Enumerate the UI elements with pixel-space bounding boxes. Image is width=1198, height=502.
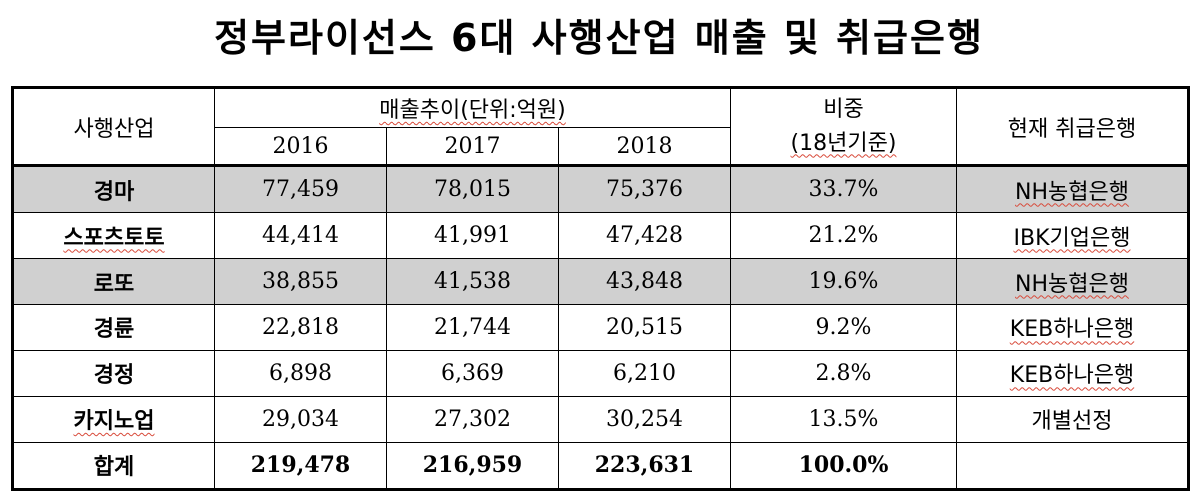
row-industry: 경마 (12, 164, 215, 214)
row-value-2018: 20,515 (558, 304, 731, 351)
row-value-2016: 38,855 (214, 258, 387, 306)
row-bank: KEB하나은행 (956, 304, 1189, 351)
total-2016: 219,478 (214, 441, 387, 491)
row-industry: 스포츠토토 (12, 212, 215, 260)
header-sales-trend: 매출추이(단위:억원) (214, 87, 731, 128)
table-row: 로또 38,855 41,538 43,848 19.6% NH농협은행 (12, 258, 1189, 306)
row-bank: IBK기업은행 (956, 212, 1189, 260)
row-industry-label: 카지노업 (73, 409, 155, 435)
row-value-2016: 6,898 (214, 349, 387, 397)
row-bank: NH농협은행 (956, 164, 1189, 214)
row-bank-label: NH농협은행 (1015, 271, 1129, 297)
table-row: 카지노업 29,034 27,302 30,254 13.5% 개별선정 (12, 395, 1189, 443)
total-label: 합계 (12, 441, 215, 491)
table-row: 스포츠토토 44,414 41,991 47,428 21.2% IBK기업은행 (12, 212, 1189, 260)
row-share: 13.5% (730, 395, 957, 443)
row-industry: 카지노업 (12, 395, 215, 443)
row-value-2017: 41,991 (386, 212, 559, 260)
header-year-2018: 2018 (558, 127, 731, 167)
table-row: 경마 77,459 78,015 75,376 33.7% NH농협은행 (12, 164, 1189, 214)
row-share: 33.7% (730, 164, 957, 214)
row-industry: 로또 (12, 258, 215, 306)
row-bank-label: NH농협은행 (1015, 179, 1129, 205)
row-value-2017: 78,015 (386, 164, 559, 214)
row-value-2017: 6,369 (386, 349, 559, 397)
sales-table: 사행산업 매출추이(단위:억원) 비중 (18년기준) 현재 취급은행 2016… (11, 86, 1190, 491)
row-value-2016: 22,818 (214, 304, 387, 351)
row-value-2017: 27,302 (386, 395, 559, 443)
total-row: 합계 219,478 216,959 223,631 100.0% (12, 441, 1189, 491)
header-year-2017: 2017 (386, 127, 559, 167)
header-bank: 현재 취급은행 (956, 87, 1189, 167)
header-sales-trend-label: 매출추이(단위:억원) (379, 98, 566, 123)
row-value-2018: 47,428 (558, 212, 731, 260)
row-value-2017: 41,538 (386, 258, 559, 306)
row-industry: 경륜 (12, 304, 215, 351)
row-industry-label: 스포츠토토 (63, 225, 165, 251)
header-share: 비중 (18년기준) (730, 87, 957, 167)
total-bank (956, 441, 1189, 491)
header-share-line2: (18년기준) (731, 127, 956, 161)
row-value-2017: 21,744 (386, 304, 559, 351)
row-bank-label: KEB하나은행 (1009, 317, 1135, 343)
row-bank: KEB하나은행 (956, 349, 1189, 397)
row-value-2016: 77,459 (214, 164, 387, 214)
table-row: 경륜 22,818 21,744 20,515 9.2% KEB하나은행 (12, 304, 1189, 351)
table-row: 경정 6,898 6,369 6,210 2.8% KEB하나은행 (12, 349, 1189, 397)
row-bank-label: KEB하나은행 (1009, 363, 1135, 389)
header-share-line1: 비중 (823, 96, 864, 122)
row-share: 21.2% (730, 212, 957, 260)
row-share: 19.6% (730, 258, 957, 306)
row-value-2016: 44,414 (214, 212, 387, 260)
row-value-2016: 29,034 (214, 395, 387, 443)
row-value-2018: 6,210 (558, 349, 731, 397)
total-2018: 223,631 (558, 441, 731, 491)
header-share-line2-label: (18년기준) (790, 130, 897, 156)
row-share: 9.2% (730, 304, 957, 351)
row-share: 2.8% (730, 349, 957, 397)
total-share: 100.0% (730, 441, 957, 491)
header-industry: 사행산업 (12, 87, 215, 167)
row-value-2018: 30,254 (558, 395, 731, 443)
row-bank: NH농협은행 (956, 258, 1189, 306)
header-year-2016: 2016 (214, 127, 387, 167)
row-industry: 경정 (12, 349, 215, 397)
row-bank-label: IBK기업은행 (1013, 225, 1131, 251)
row-value-2018: 43,848 (558, 258, 731, 306)
total-2017: 216,959 (386, 441, 559, 491)
row-value-2018: 75,376 (558, 164, 731, 214)
page-title: 정부라이선스 6대 사행산업 매출 및 취급은행 (214, 16, 984, 60)
row-bank: 개별선정 (956, 395, 1189, 443)
